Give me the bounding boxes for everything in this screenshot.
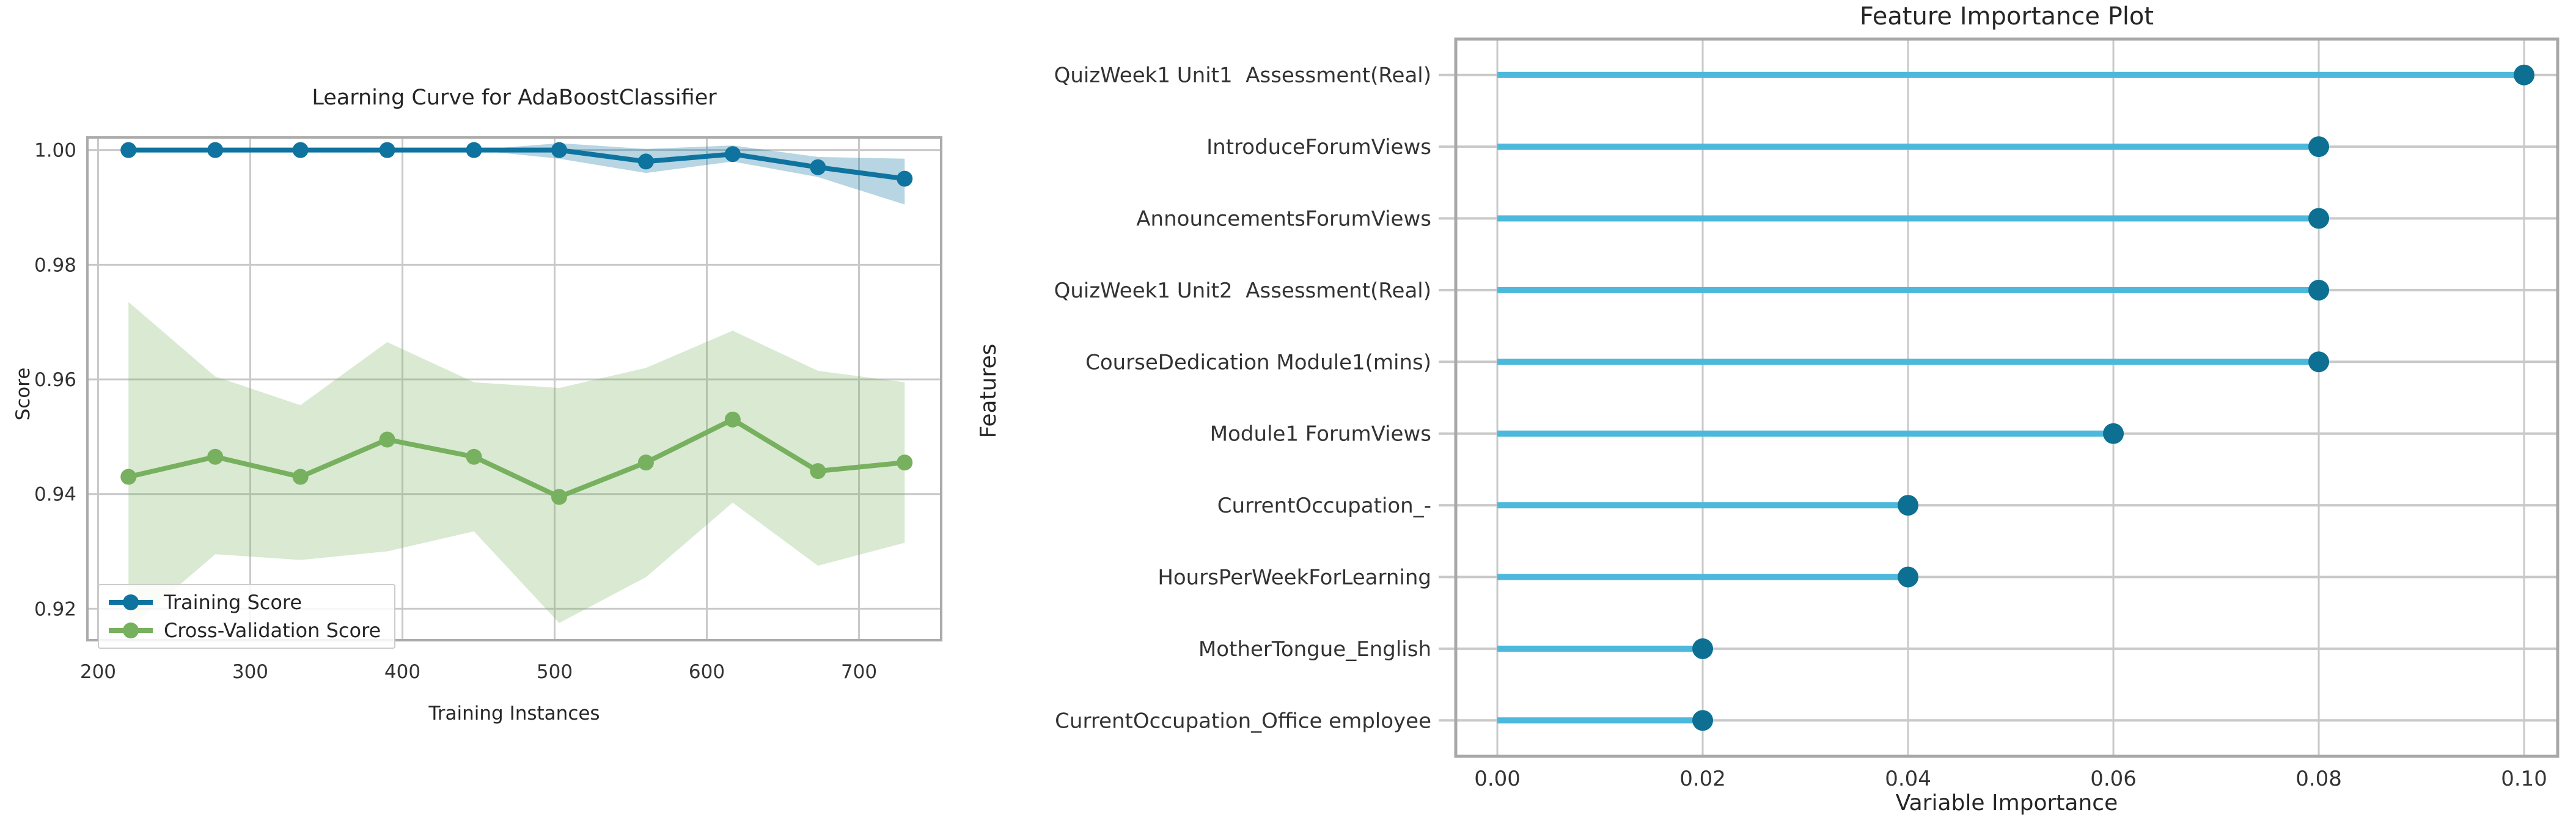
- lc-xtick-label: 300: [232, 661, 268, 683]
- lc-xtick-label: 200: [80, 661, 116, 683]
- lc-xtick-label: 600: [689, 661, 725, 683]
- feature-importance-frame: [1454, 37, 2559, 758]
- lc-ytick-label: 0.98: [34, 254, 76, 276]
- fi-xtick-label: 0.00: [1474, 767, 1521, 791]
- training-score-line: [128, 147, 905, 181]
- lc-xtick-label: 500: [537, 661, 573, 683]
- lc-ytick-label: 0.94: [34, 484, 76, 506]
- cross-validation-score-marker: [637, 455, 654, 471]
- cross-validation-score-marker: [724, 411, 741, 428]
- learning-curve-title: Learning Curve for AdaBoostClassifier: [312, 86, 717, 110]
- feature-label: AnnouncementsForumViews: [1136, 207, 1431, 232]
- cross-validation-score-marker: [379, 431, 395, 448]
- feature-label: CurrentOccupation_-: [1217, 494, 1431, 518]
- importance-dot: [1692, 710, 1714, 731]
- feature-label: IntroduceForumViews: [1206, 135, 1431, 159]
- importance-dot: [2308, 136, 2330, 158]
- cross-validation-score-marker: [120, 469, 137, 485]
- lc-ytick-label: 1.00: [34, 140, 76, 162]
- training-score-marker: [379, 142, 395, 158]
- cross-validation-score-marker: [466, 448, 482, 465]
- feature-importance-yaxis-label: Features: [976, 343, 1001, 439]
- training-score-marker: [466, 142, 482, 158]
- lc-xtick-label: 400: [384, 661, 420, 683]
- cross-validation-score-marker-icon: [109, 623, 153, 638]
- feature-label: QuizWeek1 Unit1 Assessment(Real): [1054, 64, 1431, 88]
- fi-xtick-label: 0.06: [2090, 767, 2137, 791]
- training-score-marker: [207, 142, 224, 158]
- feature-importance-plot: 0.00 0.02 0.04 0.06 0.08 0.10 QuizWeek1 Unit1 …: [1054, 37, 2559, 791]
- feature-importance-xaxis-label: Variable Importance: [1895, 791, 2118, 816]
- fi-xtick-label: 0.10: [2501, 767, 2547, 791]
- cross-validation-score-marker: [897, 455, 913, 471]
- fi-xtick-label: 0.08: [2295, 767, 2342, 791]
- fi-xtick-label: 0.02: [1679, 767, 1726, 791]
- importance-dot: [2514, 64, 2535, 86]
- lc-ytick-label: 0.92: [34, 598, 76, 620]
- training-score-marker: [724, 146, 741, 163]
- learning-curve-xaxis-label: Training Instances: [428, 703, 600, 725]
- learning-curve-legend: Training Score Cross-Validation Score: [98, 584, 396, 649]
- legend-label-cross-validation-score: Cross-Validation Score: [164, 619, 381, 642]
- fi-xtick-label: 0.04: [1885, 767, 1931, 791]
- training-score-marker: [897, 170, 913, 187]
- feature-label: Module1 ForumViews: [1210, 422, 1431, 447]
- cross-validation-score-marker: [292, 469, 309, 485]
- cross-validation-score-marker: [551, 489, 567, 505]
- learning-curve-plot: 1.00 0.98 0.96 0.94 0.92 200 300 400 500 600 700: [34, 136, 942, 683]
- cross-validation-score-marker: [810, 463, 826, 480]
- importance-dot: [2308, 351, 2330, 373]
- importance-dot: [1692, 638, 1714, 659]
- lc-ytick-label: 0.96: [34, 369, 76, 391]
- importance-dot: [2103, 423, 2124, 444]
- cross-validation-score-band: [128, 302, 905, 629]
- learning-curve-series: [120, 142, 913, 629]
- importance-dot: [2308, 208, 2330, 229]
- feature-label: QuizWeek1 Unit2 Assessment(Real): [1054, 279, 1431, 303]
- lc-xtick-label: 700: [841, 661, 877, 683]
- training-score-band: [128, 143, 905, 205]
- legend-item-training-score: Training Score: [106, 590, 381, 615]
- feature-label: MotherTongue_English: [1198, 637, 1431, 662]
- training-score-marker: [120, 142, 137, 158]
- legend-label-training-score: Training Score: [164, 591, 303, 614]
- feature-label: CourseDedication Module1(mins): [1085, 350, 1431, 374]
- importance-dot: [1898, 495, 1919, 516]
- training-score-marker-icon: [109, 594, 153, 610]
- training-score-marker: [810, 159, 826, 175]
- feature-label: HoursPerWeekForLearning: [1158, 566, 1431, 590]
- cross-validation-score-marker: [207, 448, 224, 465]
- importance-dot: [1898, 566, 1919, 588]
- cross-validation-score-line: [128, 417, 905, 500]
- feature-importance-title: Feature Importance Plot: [1859, 2, 2154, 31]
- learning-curve-yaxis-label: Score: [12, 367, 34, 421]
- training-score-marker: [551, 142, 567, 158]
- training-score-marker: [292, 142, 309, 158]
- legend-item-cross-validation-score: Cross-Validation Score: [106, 618, 381, 643]
- learning-curve-frame: [86, 136, 942, 641]
- training-score-marker: [637, 153, 654, 170]
- feature-label: CurrentOccupation_Office employee: [1055, 709, 1431, 733]
- importance-dot: [2308, 279, 2330, 301]
